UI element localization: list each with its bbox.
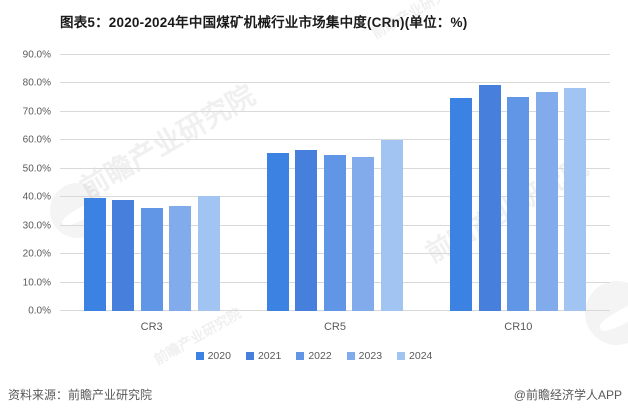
bar-CR3-2024 [197, 195, 220, 311]
credit-note: @前瞻经济学人APP [513, 388, 622, 402]
y-axis: 0.0% 10.0% 20.0% 30.0% 40.0% 50.0% 60.0% 70.0% 8… [0, 50, 51, 317]
legend-item-2023: 2023 [346, 350, 383, 362]
bar-CR5-2024 [380, 140, 403, 311]
y-tick-label: 0.0% [28, 305, 51, 317]
x-label-CR5: CR5 [323, 321, 346, 333]
y-tick-label: 30.0% [22, 220, 51, 232]
legend-item-2022: 2022 [296, 350, 332, 362]
bar-CR3-2020 [83, 198, 106, 311]
y-tick-label: 20.0% [22, 248, 51, 260]
gridline-90.0% [60, 54, 610, 55]
bar-CR5-2020 [266, 152, 289, 311]
x-label-CR3: CR3 [140, 321, 163, 333]
plot-area [60, 54, 610, 311]
bar-CR10-2021 [478, 85, 501, 311]
bar-CR10-2023 [535, 92, 558, 311]
legend-label-2024: 2024 [409, 350, 433, 362]
bar-CR10-2022 [507, 96, 530, 311]
legend-label-2023: 2023 [358, 350, 383, 362]
bar-CR3-2021 [112, 199, 135, 311]
bar-CR5-2023 [352, 157, 375, 311]
legend: 2020 2021 2022 2023 2024 [0, 350, 628, 362]
legend-swatch-2021 [245, 352, 254, 360]
y-tick-label: 50.0% [22, 163, 51, 175]
y-tick-label: 90.0% [22, 49, 51, 61]
gridline-60.0% [60, 139, 610, 141]
legend-item-2020: 2020 [195, 350, 231, 362]
gridline-80.0% [60, 82, 610, 84]
legend-label-2020: 2020 [207, 350, 231, 362]
chart-title: 图表5：2020-2024年中国煤矿机械行业市场集中度(CRn)(单位：%) [60, 15, 468, 30]
gridline-70.0% [60, 110, 610, 112]
bar-CR10-2020 [450, 97, 473, 311]
y-tick-label: 60.0% [22, 134, 51, 146]
source-note: 资料来源：前瞻产业研究院 [8, 388, 153, 402]
legend-swatch-2020 [195, 352, 204, 360]
legend-swatch-2024 [397, 352, 406, 360]
bar-group-CR5 [243, 55, 426, 311]
legend-swatch-2023 [346, 352, 355, 360]
y-tick-label: 70.0% [22, 106, 51, 118]
legend-item-2021: 2021 [245, 350, 282, 362]
bar-group-CR3 [60, 55, 243, 311]
legend-item-2024: 2024 [397, 350, 432, 362]
bar-group-CR10 [427, 55, 610, 311]
bar-CR3-2023 [169, 206, 192, 311]
bar-CR3-2022 [140, 207, 163, 311]
y-tick-label: 10.0% [22, 277, 51, 289]
x-label-CR10: CR10 [504, 321, 533, 333]
y-tick-label: 80.0% [22, 77, 51, 89]
bar-CR10-2024 [564, 88, 587, 311]
legend-label-2021: 2021 [257, 350, 282, 362]
legend-label-2022: 2022 [308, 350, 332, 362]
x-axis-labels: CR3 CR5 CR10 [60, 321, 610, 333]
y-tick-label: 40.0% [22, 191, 51, 203]
bar-CR5-2022 [323, 155, 346, 311]
bar-CR5-2021 [295, 150, 318, 311]
legend-swatch-2022 [296, 352, 305, 360]
